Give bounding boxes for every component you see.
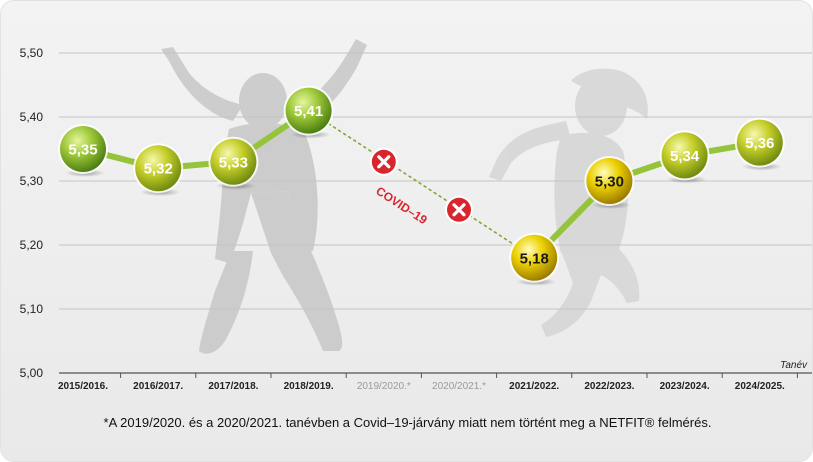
data-point: 5,36 — [734, 117, 785, 171]
data-point: 5,32 — [133, 143, 184, 197]
data-point: 5,18 — [509, 232, 560, 286]
data-point: 5,34 — [659, 130, 710, 184]
data-label: 5,35 — [68, 142, 97, 159]
data-label: 5,32 — [144, 161, 173, 178]
data-label: 5,33 — [219, 154, 248, 171]
missing-data-markers — [369, 147, 473, 224]
data-label: 5,34 — [670, 148, 700, 165]
y-tick-label: 5,40 — [20, 110, 44, 124]
x-tick-label: 2021/2022. — [509, 381, 559, 392]
y-tick-label: 5,00 — [20, 366, 44, 380]
data-label: 5,30 — [595, 174, 624, 191]
gap-dotted-line — [307, 109, 536, 259]
x-tick-label: 2016/2017. — [133, 381, 183, 392]
x-tick-label: 2019/2020.* — [357, 381, 411, 392]
data-point: 5,35 — [58, 124, 108, 177]
data-points: 5,35 5,32 5,33 5,41 5,18 5,30 5,34 5,36 — [58, 85, 785, 286]
x-axis-ticks: 2015/2016. 2016/2017. 2017/2018. 2018/2019.… — [58, 373, 798, 392]
x-tick-label: 2022/2023. — [584, 381, 634, 392]
gridlines — [59, 52, 812, 374]
footnote: *A 2019/2020. és a 2020/2021. tanévben a… — [103, 415, 712, 430]
data-label: 5,41 — [294, 103, 323, 120]
y-tick-label: 5,50 — [20, 46, 44, 60]
y-axis-ticks: 5,00 5,10 5,20 5,30 5,40 5,50 — [20, 46, 44, 380]
x-tick-label: 2015/2016. — [58, 381, 108, 392]
y-tick-label: 5,30 — [20, 174, 44, 188]
missing-data-cross-icon — [369, 147, 398, 176]
x-tick-label: 2017/2018. — [208, 381, 258, 392]
y-tick-label: 5,10 — [20, 302, 44, 316]
data-point: 5,33 — [208, 136, 259, 190]
x-tick-label: 2020/2021.* — [432, 381, 486, 392]
jumping-child-silhouette-left-icon — [161, 39, 367, 354]
data-label: 5,18 — [520, 250, 549, 267]
x-tick-label: 2018/2019. — [284, 381, 334, 392]
missing-data-cross-icon — [445, 195, 473, 224]
data-point: 5,41 — [283, 85, 334, 139]
covid-annotation: COVID–19 — [373, 184, 430, 228]
x-tick-label: 2024/2025. — [735, 381, 785, 392]
series-lines — [80, 107, 763, 261]
line-chart: 5,00 5,10 5,20 5,30 5,40 5,50 2015/2016. 2016/… — [20, 39, 812, 392]
y-tick-label: 5,20 — [20, 238, 44, 252]
x-axis-label: Tanév — [780, 360, 808, 371]
x-tick-label: 2023/2024. — [660, 381, 710, 392]
data-point: 5,30 — [584, 156, 635, 209]
data-label: 5,36 — [745, 135, 774, 152]
